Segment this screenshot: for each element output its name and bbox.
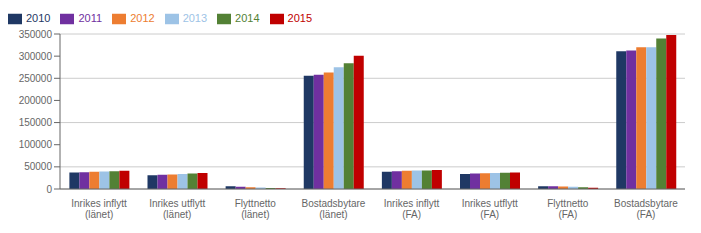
svg-text:Inrikes utflytt(länet): Inrikes utflytt(länet) <box>149 198 205 220</box>
svg-text:Flyttnetto(länet): Flyttnetto(länet) <box>235 198 277 220</box>
html-text:2011: 2011 <box>78 12 103 24</box>
svg-text:Inrikes utflytt(FA): Inrikes utflytt(FA) <box>462 198 518 220</box>
svg-text:350000: 350000 <box>19 29 53 40</box>
svg-text:300000: 300000 <box>19 51 53 62</box>
svg-text:100000: 100000 <box>19 139 53 150</box>
svg-text:0: 0 <box>46 184 52 195</box>
html-text:2014: 2014 <box>235 12 260 24</box>
html-text:2010: 2010 <box>26 12 51 24</box>
svg-text:250000: 250000 <box>19 73 53 84</box>
svg-text:Flyttnetto(FA): Flyttnetto(FA) <box>547 198 589 220</box>
svg-text:Inrikes inflytt(länet): Inrikes inflytt(länet) <box>71 198 127 220</box>
html-text:2015: 2015 <box>287 12 313 24</box>
svg-text:150000: 150000 <box>19 117 53 128</box>
html-text:2012: 2012 <box>130 12 155 24</box>
svg-text:Bostadsbytare(länet): Bostadsbytare(länet) <box>301 198 365 220</box>
svg-text:Bostadsbytare(FA): Bostadsbytare(FA) <box>614 198 678 220</box>
html-text:2013: 2013 <box>182 12 208 24</box>
svg-text:Inrikes inflytt(FA): Inrikes inflytt(FA) <box>384 198 440 220</box>
svg-text:200000: 200000 <box>19 95 53 106</box>
svg-text:50000: 50000 <box>24 161 52 172</box>
